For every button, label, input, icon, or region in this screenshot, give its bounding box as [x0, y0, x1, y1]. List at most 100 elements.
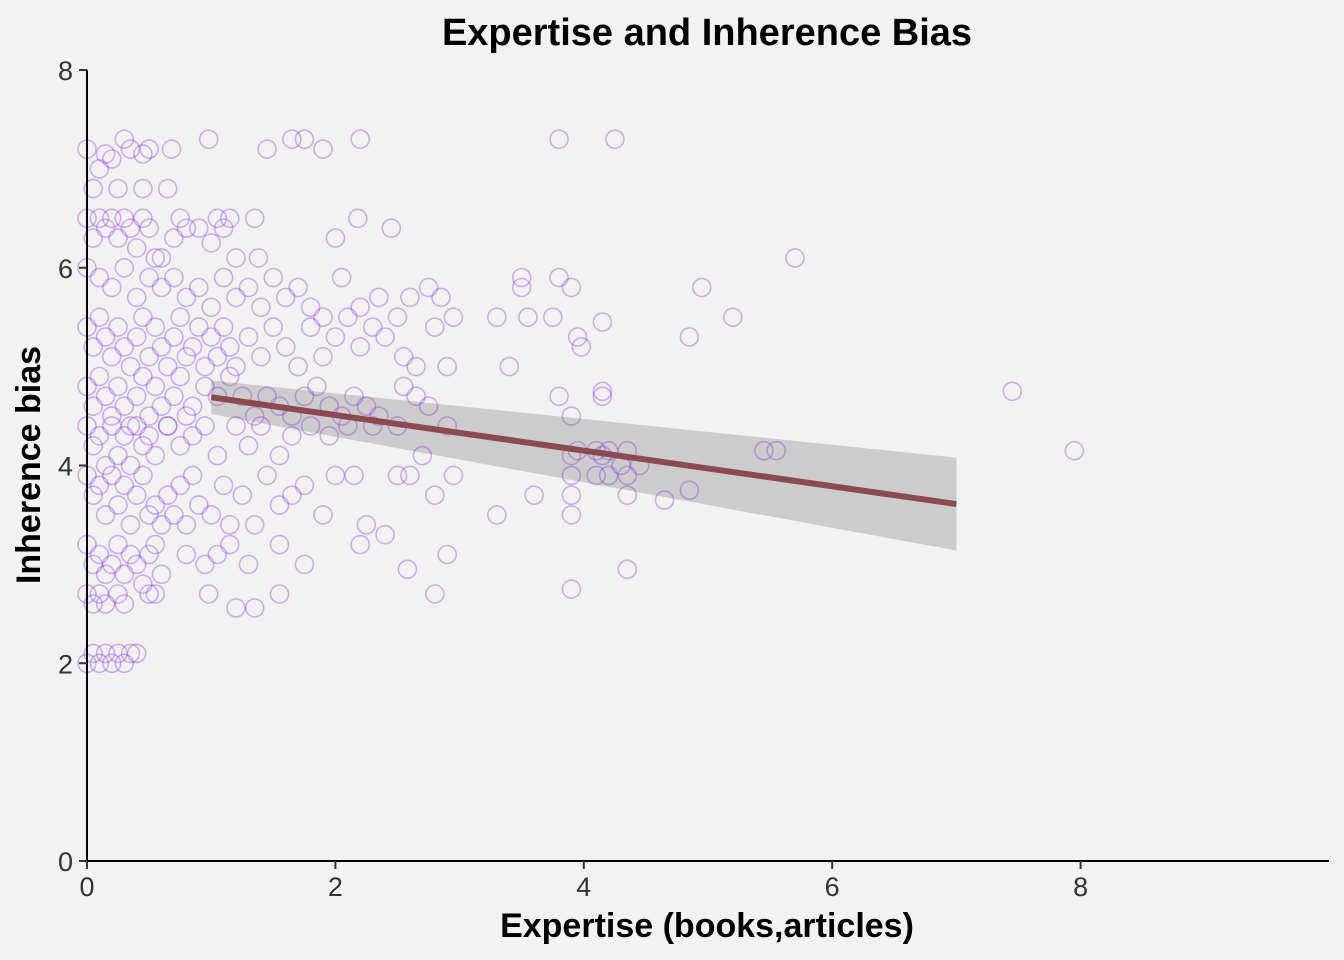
data-point: [120, 514, 141, 535]
data-point: [95, 643, 116, 664]
data-point: [679, 480, 700, 501]
data-point: [244, 514, 265, 535]
data-point: [133, 574, 153, 595]
data-point: [114, 425, 135, 446]
data-point: [126, 416, 147, 436]
data-point: [213, 218, 234, 238]
data-point: [83, 337, 103, 357]
data-point: [381, 218, 402, 238]
data-point: [83, 435, 103, 456]
data-point: [145, 534, 166, 555]
data-point: [369, 287, 389, 308]
data-point: [518, 307, 538, 328]
data-point: [145, 445, 166, 466]
data-point: [347, 208, 368, 229]
data-point: [524, 485, 544, 506]
data-point: [189, 317, 209, 337]
data-point: [362, 416, 383, 436]
data-point: [151, 337, 172, 357]
data-point: [220, 208, 240, 229]
data-point: [226, 248, 246, 268]
data-point: [102, 208, 122, 229]
data-point: [443, 465, 464, 486]
data-point: [213, 475, 234, 496]
data-point: [356, 396, 377, 417]
data-point: [542, 307, 563, 328]
data-point: [232, 485, 253, 506]
data-point: [120, 218, 141, 238]
data-point: [102, 465, 122, 486]
data-point: [114, 653, 135, 674]
data-point: [549, 129, 569, 149]
data-point: [95, 327, 116, 347]
data-point: [133, 307, 153, 328]
data-point: [244, 598, 265, 618]
data-point: [126, 287, 147, 308]
data-point: [201, 505, 221, 525]
data-point: [617, 559, 638, 580]
data-point: [83, 485, 103, 506]
data-point: [161, 139, 182, 159]
data-point: [499, 356, 520, 377]
data-point: [269, 445, 290, 466]
data-point: [89, 653, 110, 674]
data-point: [207, 346, 228, 367]
data-point: [617, 485, 638, 506]
data-point: [443, 307, 464, 328]
data-point: [251, 297, 271, 318]
data-point: [269, 495, 290, 515]
data-point: [288, 356, 308, 377]
data-point: [269, 584, 290, 604]
data-point: [592, 381, 613, 402]
data-point: [108, 445, 128, 466]
data-point: [248, 248, 269, 268]
data-point: [108, 584, 128, 604]
data-point: [275, 287, 296, 308]
y-tick-label: 6: [58, 254, 73, 284]
data-point: [89, 584, 110, 604]
y-tick-label: 2: [58, 649, 73, 679]
data-point: [679, 327, 700, 347]
data-point: [300, 297, 321, 318]
data-point: [232, 386, 253, 407]
data-point: [139, 505, 159, 525]
data-point: [108, 317, 128, 337]
data-point: [157, 416, 178, 436]
data-point: [387, 465, 408, 486]
data-point: [102, 554, 122, 575]
data-point: [133, 435, 153, 456]
data-point: [244, 208, 265, 229]
data-point: [269, 534, 290, 555]
data-point: [114, 396, 135, 417]
data-point: [133, 178, 153, 199]
data-point: [151, 248, 172, 268]
data-point: [176, 544, 197, 565]
data-point: [170, 307, 190, 328]
data-point: [201, 327, 221, 347]
data-point: [238, 277, 259, 298]
x-tick-label: 0: [79, 872, 94, 902]
data-point: [294, 386, 315, 407]
data-point: [400, 287, 420, 308]
data-point: [722, 307, 743, 328]
data-point: [108, 178, 128, 199]
data-point: [691, 277, 712, 298]
x-tick-label: 2: [328, 872, 343, 902]
data-point: [207, 208, 228, 229]
data-point: [263, 267, 284, 288]
data-point: [120, 544, 141, 565]
data-point: [170, 366, 190, 387]
data-point: [102, 277, 122, 298]
data-point: [437, 356, 458, 377]
data-point: [114, 129, 135, 149]
data-point: [133, 144, 153, 164]
data-point: [213, 267, 234, 288]
data-point: [549, 386, 569, 407]
data-point: [133, 366, 153, 387]
data-point: [139, 267, 159, 288]
data-point: [139, 139, 159, 159]
data-point: [397, 559, 418, 580]
data-point: [114, 208, 135, 229]
data-point: [170, 208, 190, 229]
